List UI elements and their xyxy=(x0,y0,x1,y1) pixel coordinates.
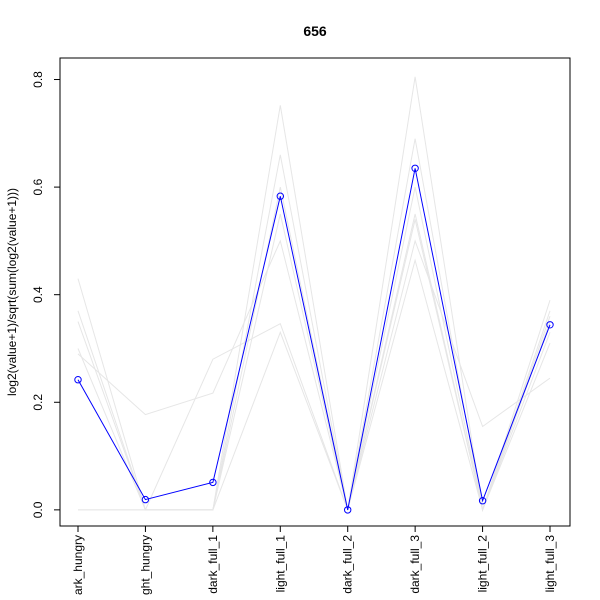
highlight-series-group xyxy=(74,164,554,514)
x-tick-label: ght_hungry xyxy=(138,535,152,595)
y-axis-label: log2(value+1)/sqrt(sum(log2(value+1))) xyxy=(5,188,19,396)
background-series-group xyxy=(77,76,551,512)
highlight-point-light_full_1 xyxy=(276,192,284,200)
highlight-point-dark_hungry xyxy=(74,376,82,384)
x-tick-label: light_full_2 xyxy=(476,535,490,593)
highlight-point-dark_full_1 xyxy=(209,478,217,487)
highlight-point-light_hungry xyxy=(141,495,150,504)
x-tick-label: dark_full_2 xyxy=(341,535,355,594)
x-tick-label: light_full_1 xyxy=(273,535,287,593)
background-series-line-5 xyxy=(78,258,551,512)
axes-group: 0.0 0.2 0.4 0.6 0.8 ark_hungry ght_hungry dark_… xyxy=(31,71,557,595)
highlight-point-dark_full_3 xyxy=(411,164,419,173)
y-tick-label: 0.0 xyxy=(31,501,45,518)
background-series-line-6 xyxy=(78,239,551,512)
highlight-point-light_full_2 xyxy=(478,497,487,505)
highlight-point-light_full_3 xyxy=(546,321,554,329)
chart-title: 656 xyxy=(303,23,327,39)
background-series-line-4 xyxy=(77,219,551,512)
y-tick-label: 0.4 xyxy=(31,286,45,303)
x-tick-label: dark_full_3 xyxy=(408,535,422,594)
y-tick-label: 0.6 xyxy=(31,178,45,195)
highlight-point-dark_full_2 xyxy=(344,506,352,514)
background-series-line-3 xyxy=(77,213,551,512)
highlight-series-line xyxy=(77,168,551,511)
x-tick-label: light_full_3 xyxy=(543,535,557,593)
background-series-line-2 xyxy=(77,186,551,512)
y-tick-label: 0.2 xyxy=(31,394,45,411)
y-tick-label: 0.8 xyxy=(31,71,45,88)
x-tick-label: ark_hungry xyxy=(71,535,85,595)
background-series-line-1 xyxy=(77,138,551,512)
background-series-line-0 xyxy=(77,76,551,511)
plot-frame xyxy=(59,57,571,527)
x-tick-label: dark_full_1 xyxy=(206,535,220,594)
